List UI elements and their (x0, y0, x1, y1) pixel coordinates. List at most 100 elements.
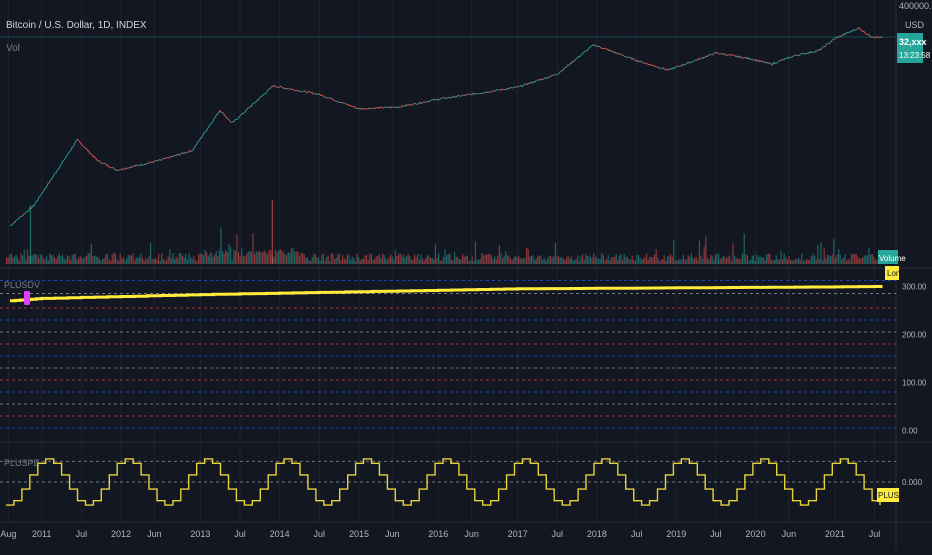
price-segment (190, 150, 191, 151)
volume-bar (273, 257, 274, 264)
price-segment (101, 162, 102, 163)
volume-bar (302, 253, 303, 264)
volume-bar (388, 257, 389, 264)
volume-bar (688, 255, 689, 264)
volume-bar (206, 252, 207, 264)
volume-bar (139, 257, 140, 264)
volume-bar (67, 255, 68, 264)
volume-bar (638, 255, 639, 264)
volume-bar (617, 260, 618, 265)
volume-bar (451, 260, 452, 264)
price-segment (740, 56, 741, 57)
price-segment (293, 89, 294, 90)
time-axis-label: Jul (76, 529, 88, 539)
volume-bar (612, 257, 613, 264)
plusdv-badge-text: Lon (887, 269, 900, 278)
price-segment (18, 219, 19, 220)
volume-bar (553, 256, 554, 264)
volume-bar (356, 254, 357, 264)
volume-bar (585, 254, 586, 264)
volume-bar (491, 255, 492, 264)
volume-bar (300, 253, 301, 264)
price-segment (204, 132, 205, 133)
price-segment (119, 170, 120, 171)
volume-bar (681, 259, 682, 264)
volume-bar (268, 251, 269, 264)
volume-bar (492, 259, 493, 264)
plusdv-marker[interactable] (24, 291, 30, 305)
volume-bar (136, 258, 137, 265)
volume-bar (652, 258, 653, 265)
volume-bar (443, 258, 444, 265)
volume-bar (816, 260, 817, 264)
volume-bar (387, 260, 388, 264)
volume-bar (142, 258, 143, 264)
price-segment (557, 74, 558, 75)
time-axis-label: Jul (631, 529, 643, 539)
volume-bar (699, 241, 700, 265)
volume-bar (27, 249, 28, 264)
plusdv-tick-label: 200.00 (902, 330, 927, 339)
volume-bar (222, 251, 223, 264)
volume-bar (420, 254, 421, 264)
volume-bar (144, 261, 145, 264)
volume-bar (380, 258, 381, 264)
volume-bar (284, 254, 285, 264)
volume-bar (705, 236, 706, 264)
price-segment (686, 63, 687, 64)
volume-bar (112, 255, 113, 264)
volume-bar (838, 249, 839, 264)
currency-label[interactable]: USD (905, 20, 925, 30)
time-axis-label: Aug (0, 529, 16, 539)
volume-bar (65, 260, 66, 264)
volume-bar (756, 255, 757, 264)
pluspe-label: PLUSPE (4, 458, 40, 468)
time-axis-label: 2019 (666, 529, 686, 539)
volume-bar (20, 253, 21, 264)
price-segment (683, 65, 684, 66)
volume-bar (524, 258, 525, 264)
price-segment (265, 93, 266, 94)
price-segment (13, 222, 14, 223)
volume-bar (171, 258, 172, 264)
volume-bar (779, 260, 780, 264)
price-segment (192, 150, 193, 151)
price-segment (461, 95, 462, 96)
price-segment (50, 180, 51, 181)
time-axis-label: Jun (782, 529, 797, 539)
volume-bar (515, 256, 516, 264)
volume-bar (534, 260, 535, 264)
volume-bar (656, 249, 657, 264)
volume-bar (654, 255, 655, 265)
volume-bar (267, 254, 268, 264)
volume-bar (644, 257, 645, 264)
plusdv-tick-label: 100.00 (902, 378, 927, 387)
price-segment (484, 92, 485, 93)
volume-bar (577, 255, 578, 264)
price-segment (488, 91, 489, 92)
volume-bar (499, 245, 500, 264)
volume-bar (105, 255, 106, 264)
volume-bar (860, 258, 861, 264)
volume-bar (772, 260, 773, 264)
symbol-title[interactable]: Bitcoin / U.S. Dollar, 1D, INDEX (6, 20, 147, 31)
volume-bar (502, 258, 503, 264)
volume-bar (315, 255, 316, 264)
volume-bar (625, 257, 626, 264)
volume-bar (590, 257, 591, 264)
volume-bar (57, 256, 58, 264)
volume-bar (854, 254, 855, 264)
price-segment (211, 123, 212, 124)
plusdv-label: PLUSDV (4, 280, 40, 290)
volume-bar (684, 259, 685, 264)
volume-bar (392, 256, 393, 264)
price-segment (186, 152, 187, 153)
volume-bar (523, 259, 524, 264)
volume-bar (137, 258, 138, 264)
volume-bar (548, 256, 549, 265)
price-segment (326, 97, 327, 98)
volume-bar (235, 251, 236, 264)
